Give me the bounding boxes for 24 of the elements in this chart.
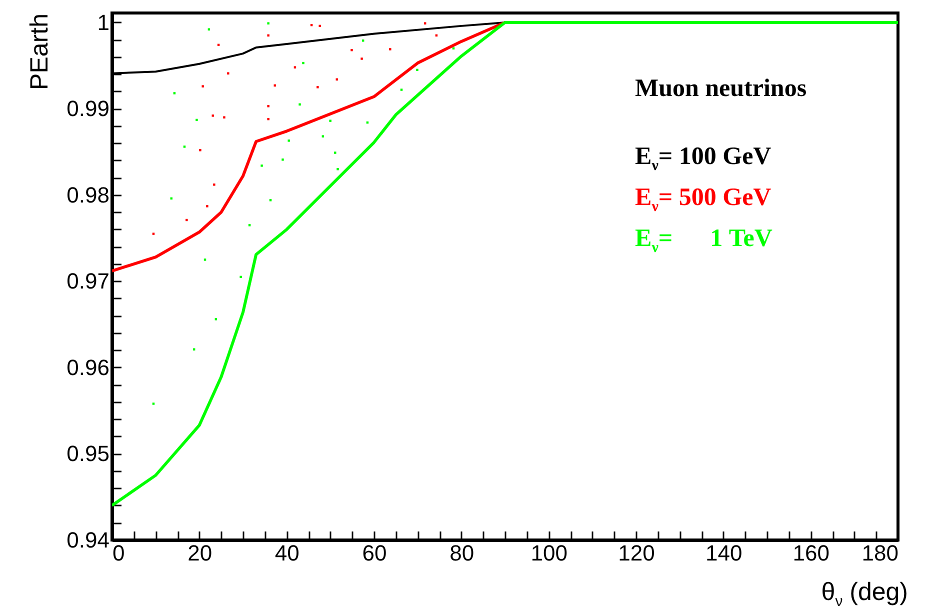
y-tick-label: 0.99 bbox=[66, 96, 110, 122]
text: E$_{ν}$= 500 GeV bbox=[635, 183, 772, 217]
y-tick-label: 0.95 bbox=[66, 441, 110, 466]
y-tick-label: 0.94 bbox=[66, 528, 110, 552]
x-tick-label: 160 bbox=[792, 540, 830, 566]
x-axis-title: θ$_{ν}$ (deg) bbox=[821, 578, 908, 607]
x-tick-label: 40 bbox=[274, 540, 300, 566]
x-tick-label: 0 bbox=[112, 540, 125, 566]
legend-title: Muon neutrinos bbox=[635, 74, 807, 104]
y-tick-label: 0.96 bbox=[66, 354, 110, 380]
x-tick-label: 80 bbox=[450, 540, 474, 566]
x-tick-label: 180 bbox=[862, 540, 898, 566]
x-tick-label: 120 bbox=[618, 540, 655, 566]
x-tick-label: 60 bbox=[362, 540, 387, 566]
y-axis-title: PEarth bbox=[26, 14, 54, 90]
text: E$_{ν}$= 100 GeV bbox=[635, 142, 772, 176]
x-tick-label: 140 bbox=[705, 540, 742, 566]
x-tick-label: 100 bbox=[530, 540, 568, 566]
line-series bbox=[112, 20, 898, 507]
y-tick-label: 1 bbox=[97, 10, 110, 35]
y-tick-label: 0.97 bbox=[66, 268, 110, 294]
x-tick-label: 20 bbox=[188, 540, 212, 566]
text: E$_{ν}$= 1 TeV bbox=[635, 224, 774, 258]
y-tick-label: 0.98 bbox=[66, 182, 110, 208]
